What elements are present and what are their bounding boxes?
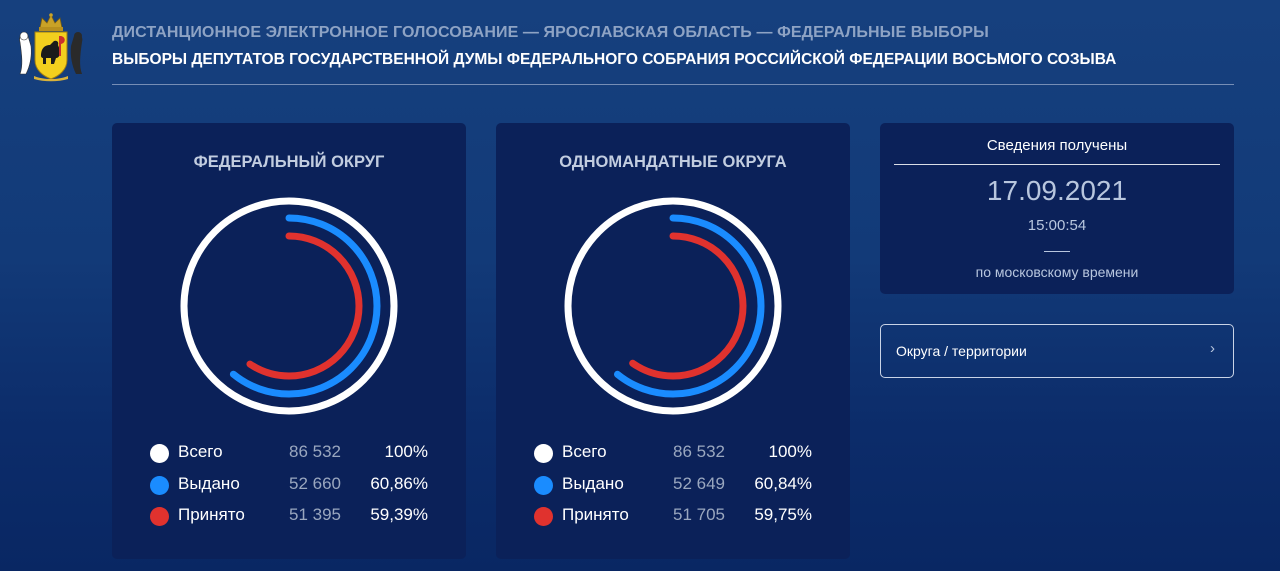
- single-mandate-districts-card: ОДНОМАНДАТНЫЕ ОКРУГА Всего 86 532 100% В…: [496, 123, 850, 559]
- turnout-ring-chart: [180, 197, 398, 415]
- info-date: 17.09.2021: [986, 175, 1128, 206]
- legend-percent: 100%: [384, 442, 428, 461]
- ring-total: [564, 197, 782, 415]
- legend-value: 86 532: [673, 442, 725, 461]
- dot-blue-icon: [150, 475, 169, 495]
- legend-row-total: Всего 86 532 100%: [150, 441, 440, 473]
- legend-row-accepted: Принято 51 395 59,39%: [150, 504, 440, 536]
- ring-accepted: [599, 232, 747, 380]
- dot-white-icon: [150, 444, 169, 463]
- legend-value: 86 532: [289, 442, 341, 461]
- legend-percent: 59,39%: [370, 505, 428, 524]
- card-title: ФЕДЕРАЛЬНЫЙ ОКРУГ: [193, 153, 385, 171]
- legend-percent: 100%: [768, 442, 812, 461]
- ring-issued: [581, 214, 765, 398]
- header-divider: [112, 84, 1234, 85]
- legend: Всего 86 532 100% Выдано 52 649 60,84% П…: [534, 441, 824, 536]
- ring-accepted: [215, 232, 363, 380]
- card-title: ОДНОМАНДАТНЫЕ ОКРУГА: [559, 153, 787, 171]
- legend-percent: 59,75%: [754, 505, 812, 524]
- nav-button-label: Округа / территории: [896, 343, 1027, 359]
- dot-blue-icon: [534, 475, 553, 495]
- info-divider: [894, 164, 1220, 165]
- legend-percent: 60,86%: [370, 473, 428, 493]
- legend-label: Всего: [562, 442, 607, 461]
- federal-district-card: ФЕДЕРАЛЬНЫЙ ОКРУГ Всего 86 532 100% Выда…: [112, 123, 466, 559]
- legend-value: 52 649: [673, 473, 725, 493]
- legend-percent: 60,84%: [754, 473, 812, 493]
- info-time: 15:00:54: [1027, 217, 1087, 234]
- legend-label: Принято: [562, 505, 629, 524]
- page-title: ВЫБОРЫ ДЕПУТАТОВ ГОСУДАРСТВЕННОЙ ДУМЫ ФЕ…: [112, 51, 1117, 68]
- info-timezone: по московскому времени: [975, 264, 1139, 280]
- legend-value: 51 705: [673, 505, 725, 524]
- ring-issued: [197, 214, 381, 398]
- dot-red-icon: [534, 507, 553, 526]
- legend-row-total: Всего 86 532 100%: [534, 441, 824, 473]
- dot-white-icon: [534, 444, 553, 463]
- ring-total: [180, 197, 398, 415]
- legend-label: Выдано: [562, 473, 624, 493]
- page-subtitle: ДИСТАНЦИОННОЕ ЭЛЕКТРОННОЕ ГОЛОСОВАНИЕ — …: [112, 24, 989, 41]
- info-label: Сведения получены: [986, 137, 1128, 154]
- legend-label: Всего: [178, 442, 223, 461]
- legend-label: Выдано: [178, 473, 240, 493]
- dot-red-icon: [150, 507, 169, 526]
- page-header: ДИСТАНЦИОННОЕ ЭЛЕКТРОННОЕ ГОЛОСОВАНИЕ — …: [0, 0, 1280, 90]
- coat-of-arms-icon: [19, 13, 83, 82]
- legend-label: Принято: [178, 505, 245, 524]
- districts-territories-button[interactable]: Округа / территории ›: [880, 324, 1234, 378]
- legend-row-issued: Выдано 52 649 60,84%: [534, 473, 824, 505]
- legend: Всего 86 532 100% Выдано 52 660 60,86% П…: [150, 441, 440, 536]
- info-dash: [1044, 251, 1070, 252]
- chevron-right-icon: ›: [1210, 340, 1215, 357]
- turnout-ring-chart: [564, 197, 782, 415]
- legend-row-issued: Выдано 52 660 60,86%: [150, 473, 440, 505]
- legend-value: 52 660: [289, 473, 341, 493]
- legend-row-accepted: Принято 51 705 59,75%: [534, 504, 824, 536]
- legend-value: 51 395: [289, 505, 341, 524]
- data-received-card: Сведения получены 17.09.2021 15:00:54 по…: [880, 123, 1234, 294]
